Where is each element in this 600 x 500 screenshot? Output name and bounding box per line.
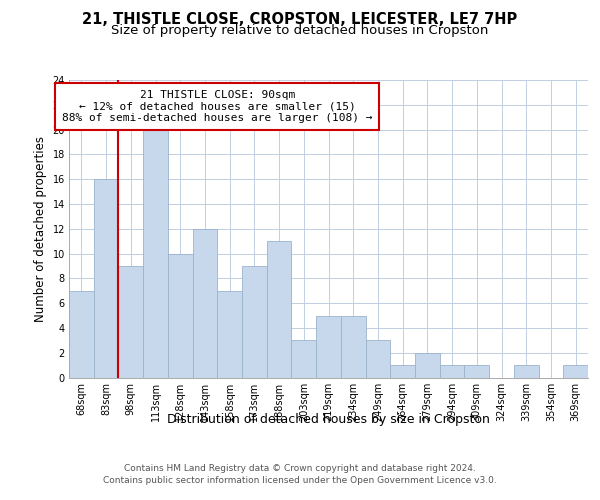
- Bar: [69, 290, 94, 378]
- Bar: [242, 266, 267, 378]
- Bar: [143, 130, 168, 378]
- Bar: [464, 365, 489, 378]
- Bar: [292, 340, 316, 378]
- Text: Contains HM Land Registry data © Crown copyright and database right 2024.: Contains HM Land Registry data © Crown c…: [124, 464, 476, 473]
- Bar: [514, 365, 539, 378]
- Text: 21, THISTLE CLOSE, CROPSTON, LEICESTER, LE7 7HP: 21, THISTLE CLOSE, CROPSTON, LEICESTER, …: [82, 12, 518, 28]
- Text: Size of property relative to detached houses in Cropston: Size of property relative to detached ho…: [112, 24, 488, 37]
- Bar: [94, 179, 118, 378]
- Bar: [440, 365, 464, 378]
- Bar: [267, 241, 292, 378]
- Bar: [365, 340, 390, 378]
- Text: Contains public sector information licensed under the Open Government Licence v3: Contains public sector information licen…: [103, 476, 497, 485]
- Bar: [390, 365, 415, 378]
- Bar: [193, 229, 217, 378]
- Bar: [316, 316, 341, 378]
- Bar: [118, 266, 143, 378]
- Y-axis label: Number of detached properties: Number of detached properties: [34, 136, 47, 322]
- Bar: [217, 290, 242, 378]
- Text: 21 THISTLE CLOSE: 90sqm
← 12% of detached houses are smaller (15)
88% of semi-de: 21 THISTLE CLOSE: 90sqm ← 12% of detache…: [62, 90, 373, 123]
- Bar: [563, 365, 588, 378]
- Bar: [341, 316, 365, 378]
- Bar: [415, 352, 440, 378]
- Text: Distribution of detached houses by size in Cropston: Distribution of detached houses by size …: [167, 412, 490, 426]
- Bar: [168, 254, 193, 378]
